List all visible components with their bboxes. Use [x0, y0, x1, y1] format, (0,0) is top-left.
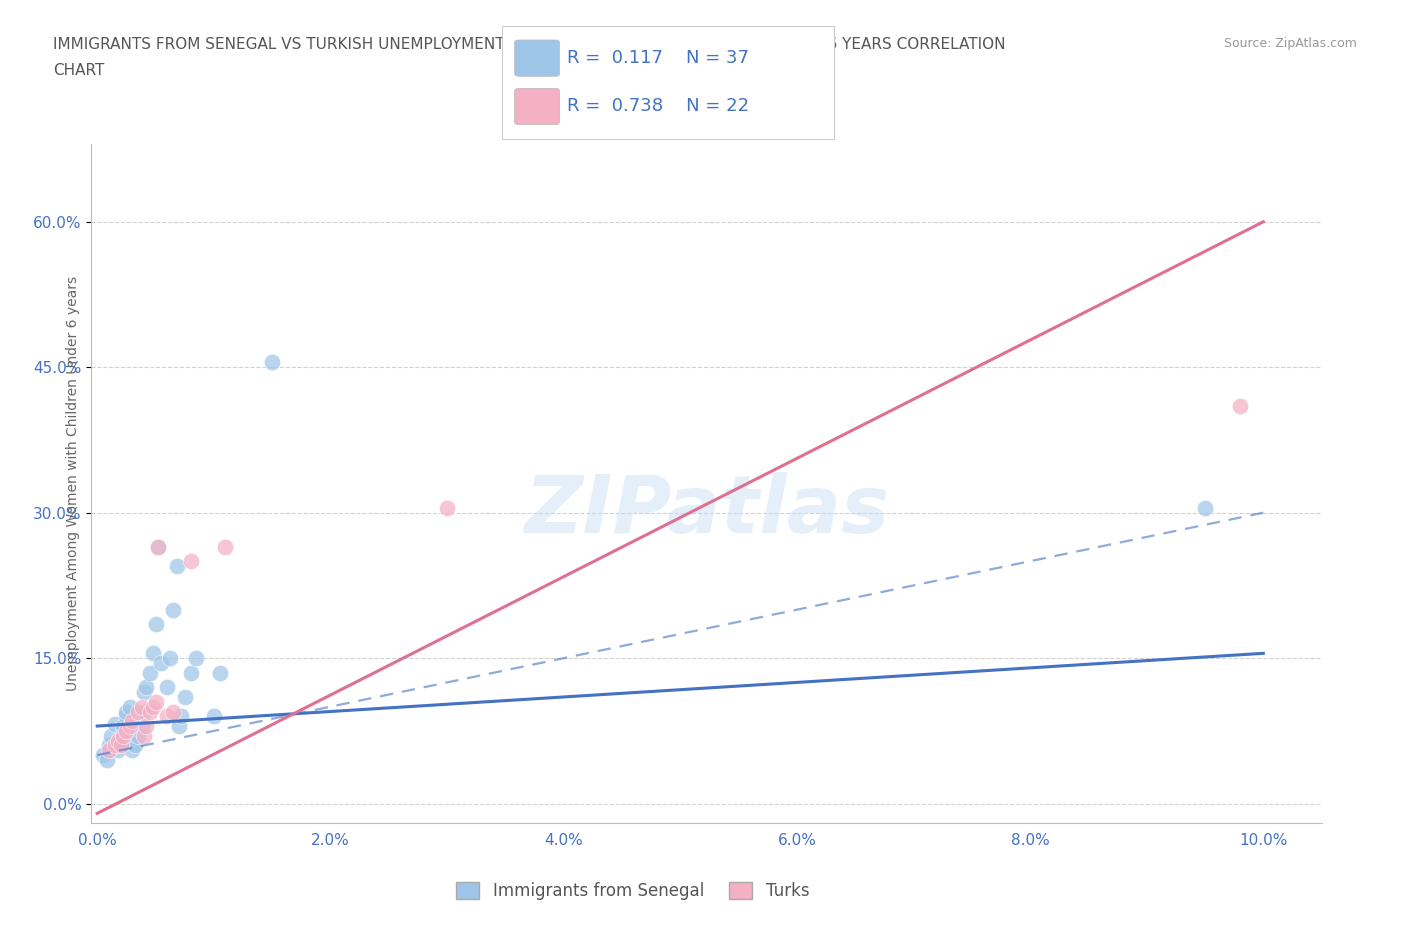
- Point: [159, 651, 181, 666]
- Y-axis label: Unemployment Among Women with Children Under 6 years: Unemployment Among Women with Children U…: [66, 276, 80, 691]
- Point: [202, 709, 225, 724]
- Point: [162, 603, 184, 618]
- Text: IMMIGRANTS FROM SENEGAL VS TURKISH UNEMPLOYMENT AMONG WOMEN WITH CHILDREN UNDER : IMMIGRANTS FROM SENEGAL VS TURKISH UNEMP…: [53, 37, 1005, 52]
- Point: [208, 665, 231, 680]
- Point: [97, 743, 120, 758]
- Point: [167, 719, 190, 734]
- Point: [111, 728, 134, 743]
- Point: [156, 680, 179, 695]
- Point: [115, 709, 138, 724]
- Point: [186, 651, 208, 666]
- Text: ZIPatlas: ZIPatlas: [524, 472, 889, 550]
- Point: [107, 733, 129, 748]
- Point: [121, 743, 143, 758]
- Point: [127, 728, 149, 743]
- Point: [121, 714, 143, 729]
- Point: [436, 500, 458, 515]
- Point: [214, 539, 236, 554]
- Point: [100, 728, 122, 743]
- Text: R =  0.117    N = 37: R = 0.117 N = 37: [567, 48, 748, 67]
- Point: [96, 752, 118, 767]
- Text: CHART: CHART: [53, 63, 105, 78]
- Point: [97, 738, 120, 753]
- Point: [179, 553, 201, 568]
- Point: [145, 617, 167, 631]
- Point: [262, 355, 284, 370]
- Point: [124, 738, 146, 753]
- Point: [107, 743, 129, 758]
- Point: [173, 689, 195, 704]
- Point: [146, 539, 169, 554]
- Point: [162, 704, 184, 719]
- Point: [146, 539, 169, 554]
- Point: [138, 665, 160, 680]
- Point: [131, 699, 153, 714]
- Text: Source: ZipAtlas.com: Source: ZipAtlas.com: [1223, 37, 1357, 50]
- Point: [135, 680, 157, 695]
- Point: [142, 699, 165, 714]
- Text: R =  0.738    N = 22: R = 0.738 N = 22: [567, 97, 749, 115]
- Point: [170, 709, 193, 724]
- Point: [110, 738, 132, 753]
- Point: [115, 704, 138, 719]
- Point: [91, 748, 114, 763]
- Legend: Immigrants from Senegal, Turks: Immigrants from Senegal, Turks: [450, 875, 815, 907]
- Point: [1194, 500, 1216, 515]
- Point: [111, 724, 134, 738]
- Point: [179, 665, 201, 680]
- Point: [104, 717, 127, 732]
- Point: [142, 646, 165, 661]
- Point: [104, 738, 127, 753]
- Point: [145, 695, 167, 710]
- Point: [132, 704, 155, 719]
- Point: [1229, 399, 1251, 414]
- Point: [138, 704, 160, 719]
- Point: [135, 719, 157, 734]
- Point: [111, 719, 134, 734]
- Point: [115, 724, 138, 738]
- Point: [166, 559, 188, 574]
- Point: [156, 709, 179, 724]
- Point: [132, 728, 155, 743]
- Point: [131, 719, 153, 734]
- Point: [127, 704, 149, 719]
- Point: [118, 719, 141, 734]
- Point: [118, 699, 141, 714]
- Point: [110, 733, 132, 748]
- Point: [150, 656, 173, 671]
- Point: [132, 684, 155, 699]
